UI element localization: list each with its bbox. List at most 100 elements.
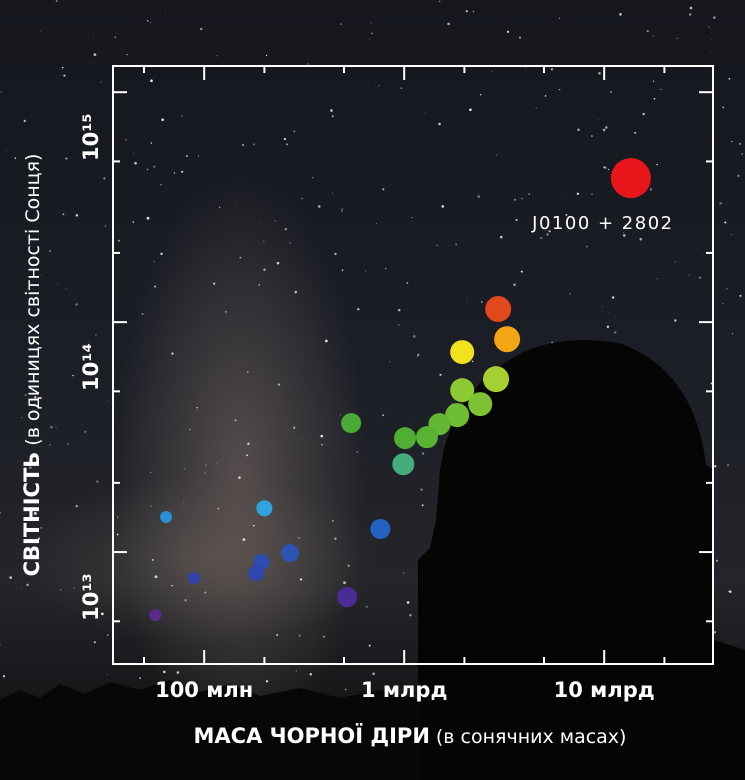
- star: [294, 290, 297, 294]
- star: [513, 198, 517, 201]
- star: [93, 53, 97, 56]
- star: [246, 371, 249, 374]
- data-point: [248, 565, 265, 582]
- star: [441, 205, 445, 208]
- star: [370, 22, 372, 24]
- observatory-silhouette: [418, 340, 745, 780]
- data-point: [415, 426, 438, 449]
- data-point: [188, 572, 201, 585]
- star: [65, 157, 68, 160]
- star: [41, 274, 42, 276]
- star: [634, 131, 637, 134]
- star: [653, 80, 655, 82]
- star: [613, 331, 617, 334]
- star: [213, 282, 216, 285]
- star: [652, 35, 654, 37]
- star: [20, 588, 22, 589]
- star: [49, 443, 51, 446]
- star: [298, 634, 301, 637]
- star: [277, 383, 281, 386]
- star: [710, 382, 713, 385]
- star: [2, 675, 6, 678]
- star: [185, 155, 188, 158]
- star: [357, 308, 360, 311]
- star: [607, 168, 610, 171]
- data-point: [337, 587, 358, 608]
- star: [263, 268, 266, 271]
- star: [298, 537, 300, 539]
- star: [438, 122, 441, 126]
- star: [163, 670, 166, 674]
- star: [566, 192, 568, 194]
- x-tick-label: 10 млрд: [554, 678, 655, 702]
- data-point: [394, 427, 417, 450]
- star: [382, 188, 385, 191]
- star: [656, 278, 658, 280]
- star: [479, 93, 482, 96]
- x-axis-unit: (в сонячних масах): [436, 726, 627, 748]
- star: [106, 674, 108, 676]
- x-axis-title: МАСА ЧОРНОЇ ДІРИ: [194, 723, 430, 748]
- data-point: [392, 453, 415, 476]
- star: [576, 192, 580, 195]
- star: [480, 300, 483, 303]
- star: [412, 335, 416, 338]
- star: [520, 270, 523, 273]
- star: [317, 205, 321, 208]
- data-point: [483, 366, 510, 393]
- star: [334, 252, 337, 256]
- star: [341, 208, 343, 210]
- star: [301, 439, 302, 441]
- star: [289, 242, 291, 244]
- star: [499, 235, 503, 239]
- star: [55, 426, 57, 428]
- star: [23, 119, 26, 123]
- star: [9, 576, 12, 579]
- star: [295, 670, 297, 672]
- star: [447, 22, 450, 26]
- data-point: [445, 403, 470, 428]
- star: [224, 310, 227, 313]
- star: [642, 112, 645, 116]
- star: [132, 221, 135, 224]
- star: [293, 130, 296, 133]
- star: [154, 575, 158, 579]
- star: [713, 631, 717, 634]
- star: [106, 634, 109, 636]
- star: [14, 157, 17, 159]
- y-axis-title: СВІТНІСТЬ: [20, 452, 44, 577]
- star: [84, 430, 87, 433]
- star: [415, 415, 416, 417]
- star: [331, 519, 334, 522]
- star: [205, 464, 207, 466]
- star: [34, 396, 37, 399]
- star: [73, 587, 75, 589]
- star: [466, 298, 468, 300]
- star: [656, 163, 658, 166]
- star: [503, 140, 505, 141]
- star: [722, 106, 725, 109]
- star: [283, 137, 286, 141]
- star: [171, 584, 173, 587]
- star: [495, 154, 498, 156]
- star: [292, 426, 296, 430]
- star: [660, 88, 662, 90]
- star: [171, 352, 174, 355]
- star: [619, 13, 622, 16]
- star: [368, 38, 370, 40]
- star: [160, 252, 163, 256]
- star: [409, 614, 412, 617]
- star: [150, 142, 153, 144]
- star: [181, 170, 184, 173]
- star: [181, 115, 183, 117]
- data-point: [485, 296, 512, 323]
- star: [49, 250, 51, 252]
- star: [558, 17, 561, 19]
- star: [598, 71, 601, 75]
- star: [182, 458, 184, 460]
- star: [38, 309, 40, 311]
- star: [551, 341, 554, 344]
- star: [160, 183, 162, 186]
- plot: 100 млн 1 млрд 10 млрд 10¹³ 10¹⁴ 10¹⁵ J0100 + …: [79, 66, 713, 702]
- star: [218, 206, 221, 209]
